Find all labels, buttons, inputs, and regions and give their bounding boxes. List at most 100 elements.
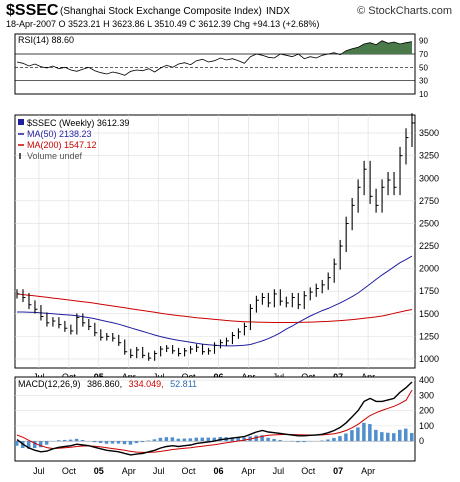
- macd-histogram-bar: [92, 441, 97, 443]
- macd-histogram-bar: [266, 437, 270, 442]
- macd-hist-value: 52.811: [170, 379, 197, 389]
- rsi-tick-label: 50: [419, 63, 428, 72]
- price-tick-label: 1250: [419, 331, 439, 341]
- macd-histogram-bar: [15, 441, 19, 446]
- macd-x-axis: Jul Oct 05 Apr Jul Oct 06 Apr Jul Oct 07 Apr: [33, 466, 375, 476]
- stockcharts-credit: © StockCharts.com: [357, 5, 452, 17]
- macd-histogram-bar: [278, 440, 282, 442]
- price-tick-label: 3500: [419, 128, 439, 138]
- rsi-tick-label: 10: [419, 90, 428, 99]
- macd-histogram-bar: [236, 437, 240, 442]
- macd-histogram-bar: [212, 437, 216, 442]
- macd-histogram-bar: [254, 435, 258, 442]
- legend-price-swatch: [18, 119, 24, 125]
- price-tick-label: 2000: [419, 264, 439, 274]
- ma200-line: [16, 293, 413, 323]
- quote-line: 18-Apr-2007 O 3523.21 H 3623.86 L 3510.4…: [6, 19, 319, 29]
- macd-x-tick-label: Apr: [122, 466, 136, 476]
- legend-volume-swatch: [19, 153, 21, 159]
- macd-x-tick-label: Oct: [62, 466, 77, 476]
- rsi-overbought-fill: [17, 40, 412, 54]
- price-tick-label: 1750: [419, 286, 439, 296]
- macd-histogram-bar: [164, 437, 169, 442]
- macd-x-tick-label: 05: [94, 466, 104, 476]
- macd-histogram-bar: [158, 437, 163, 442]
- macd-histogram-bar: [32, 441, 37, 449]
- rsi-frame: [14, 33, 416, 95]
- legend-ma50: MA(50) 2138.23: [27, 129, 92, 139]
- macd-histogram-bar: [374, 429, 378, 442]
- rsi-line: [16, 40, 413, 76]
- macd-x-tick-label: Jul: [273, 466, 285, 476]
- macd-label: MACD(12,26,9) 386.860, 334.049, 52.811: [18, 379, 197, 389]
- price-frame: [14, 114, 416, 369]
- price-tick-label: 1500: [419, 309, 439, 319]
- macd-histogram-bar: [206, 437, 211, 442]
- macd-x-tick-label: Jul: [153, 466, 165, 476]
- macd-histogram-bar: [128, 441, 133, 445]
- macd-histogram-bar: [326, 439, 330, 442]
- macd-histogram-bar: [98, 441, 103, 443]
- macd-x-tick-label: Oct: [182, 466, 197, 476]
- macd-panel: 0 100 200 300 400 MACD(12,26,9) 386.860, 334…: [14, 375, 434, 476]
- macd-histogram-bar: [380, 432, 384, 442]
- price-axis: 1000 1250 1500 1750 2000 2250 2500 2750 3000 3250…: [419, 128, 439, 364]
- macd-histogram-bar: [356, 427, 360, 442]
- rsi-axis: 10 30 50 70 90: [419, 37, 428, 99]
- macd-x-tick-label: 07: [333, 466, 343, 476]
- macd-tick-label: 400: [419, 375, 434, 385]
- macd-histogram-bar: [188, 438, 193, 442]
- macd-histogram-bar: [386, 432, 390, 442]
- macd-signal-value: 334.049,: [129, 379, 164, 389]
- macd-histogram-bar: [116, 441, 121, 444]
- macd-histogram-bar: [332, 437, 336, 442]
- rsi-tick-label: 70: [419, 50, 428, 59]
- price-bars: [16, 113, 415, 361]
- macd-histogram-bar: [104, 441, 109, 444]
- price-panel: 1000 1250 1500 1750 2000 2250 2500 2750 3000 3250…: [14, 113, 439, 382]
- macd-histogram: [15, 422, 414, 449]
- macd-histogram-bar: [272, 439, 276, 442]
- macd-histogram-bar: [134, 441, 139, 444]
- macd-histogram-bar: [44, 441, 49, 445]
- macd-histogram-bar: [152, 439, 157, 442]
- macd-histogram-bar: [410, 433, 414, 442]
- macd-histogram-bar: [194, 437, 199, 442]
- macd-histogram-bar: [398, 429, 402, 442]
- macd-histogram-bar: [368, 424, 372, 442]
- macd-histogram-bar: [140, 441, 145, 443]
- macd-histogram-bar: [200, 437, 205, 442]
- chart-symbol: $SSEC: [6, 2, 59, 19]
- macd-x-tick-label: Oct: [301, 466, 316, 476]
- macd-histogram-bar: [320, 440, 324, 442]
- macd-histogram-bar: [392, 433, 396, 442]
- macd-histogram-bar: [26, 441, 31, 449]
- legend-ma200: MA(200) 1547.12: [27, 140, 97, 150]
- rsi-label: RSI(14) 88.60: [18, 35, 74, 45]
- rsi-tick-label: 30: [419, 77, 428, 86]
- price-grid: [15, 115, 415, 368]
- macd-axis: 0 100 200 300 400: [419, 375, 434, 446]
- chart-exchange: INDX: [266, 6, 290, 17]
- macd-tick-label: 300: [419, 390, 434, 400]
- macd-line: [16, 381, 413, 456]
- rsi-panel: 10 30 50 70 90 RSI(14) 88.60: [14, 33, 428, 99]
- macd-histogram-bar: [56, 440, 61, 442]
- macd-x-tick-label: 06: [213, 466, 223, 476]
- macd-histogram-bar: [242, 437, 246, 442]
- macd-histogram-bar: [350, 430, 354, 442]
- macd-histogram-bar: [110, 441, 115, 444]
- macd-histogram-bar: [38, 441, 43, 448]
- macd-tick-label: 200: [419, 406, 434, 416]
- price-tick-label: 1000: [419, 354, 439, 364]
- macd-title: MACD(12,26,9): [18, 379, 81, 389]
- price-tick-label: 3000: [419, 173, 439, 183]
- macd-histogram-bar: [296, 441, 300, 443]
- price-tick-label: 2500: [419, 218, 439, 228]
- macd-histogram-bar: [302, 441, 306, 443]
- price-tick-label: 2250: [419, 241, 439, 251]
- macd-histogram-bar: [68, 439, 73, 442]
- macd-histogram-bar: [260, 435, 264, 442]
- macd-histogram-bar: [338, 436, 342, 442]
